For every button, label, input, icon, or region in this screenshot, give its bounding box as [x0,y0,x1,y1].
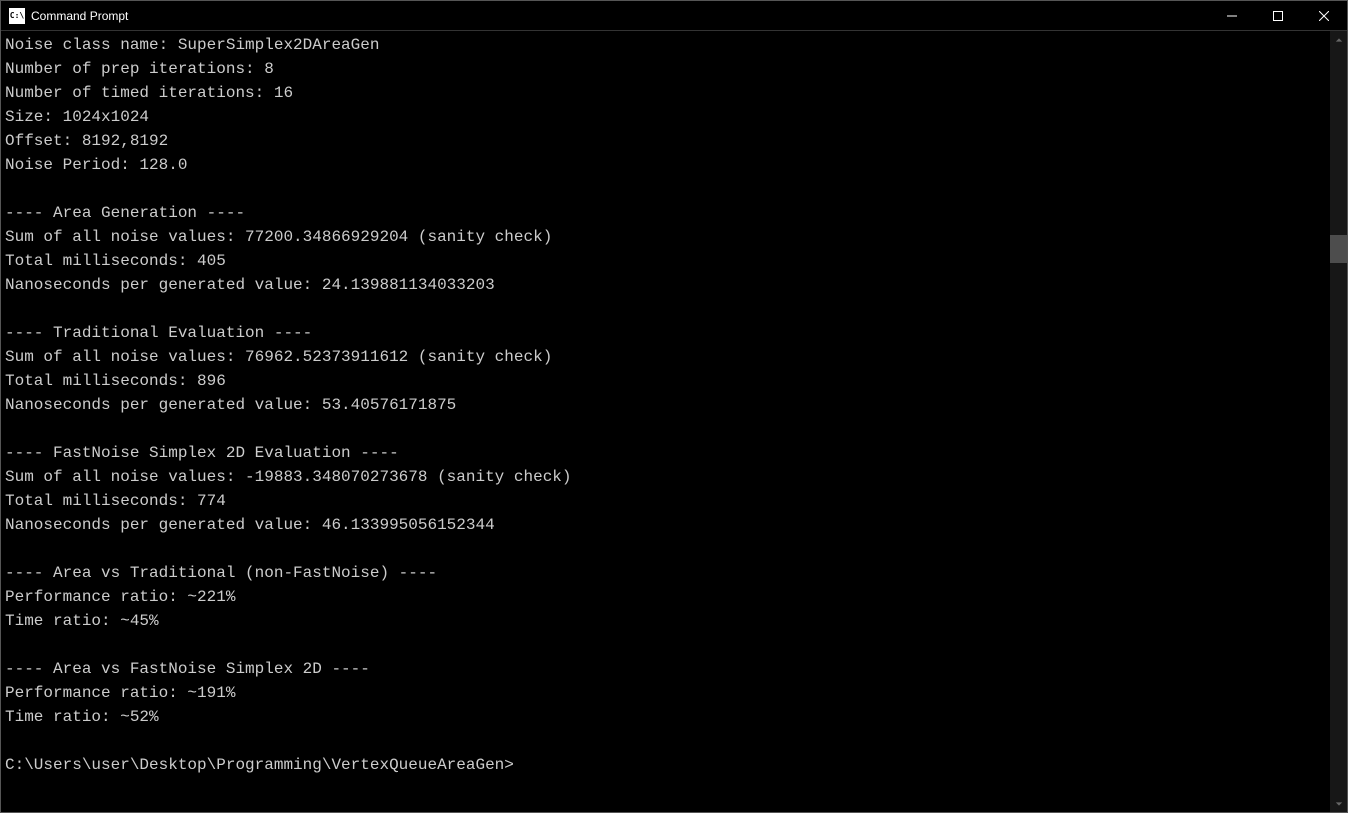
chevron-up-icon [1335,36,1343,44]
scroll-up-button[interactable] [1330,31,1347,48]
minimize-icon [1227,11,1237,21]
maximize-button[interactable] [1255,1,1301,30]
vertical-scrollbar[interactable] [1330,31,1347,812]
close-button[interactable] [1301,1,1347,30]
window-controls [1209,1,1347,30]
chevron-down-icon [1335,800,1343,808]
maximize-icon [1273,11,1283,21]
window-title: Command Prompt [31,9,1209,23]
scrollbar-track[interactable] [1330,48,1347,795]
titlebar[interactable]: C:\ Command Prompt [1,1,1347,31]
console-output[interactable]: Noise class name: SuperSimplex2DAreaGen … [1,31,1330,812]
scrollbar-thumb[interactable] [1330,235,1347,263]
console-body: Noise class name: SuperSimplex2DAreaGen … [1,31,1347,812]
minimize-button[interactable] [1209,1,1255,30]
cmd-icon: C:\ [9,8,25,24]
command-prompt-window: C:\ Command Prompt Noise class name: Sup… [0,0,1348,813]
scroll-down-button[interactable] [1330,795,1347,812]
close-icon [1319,11,1329,21]
